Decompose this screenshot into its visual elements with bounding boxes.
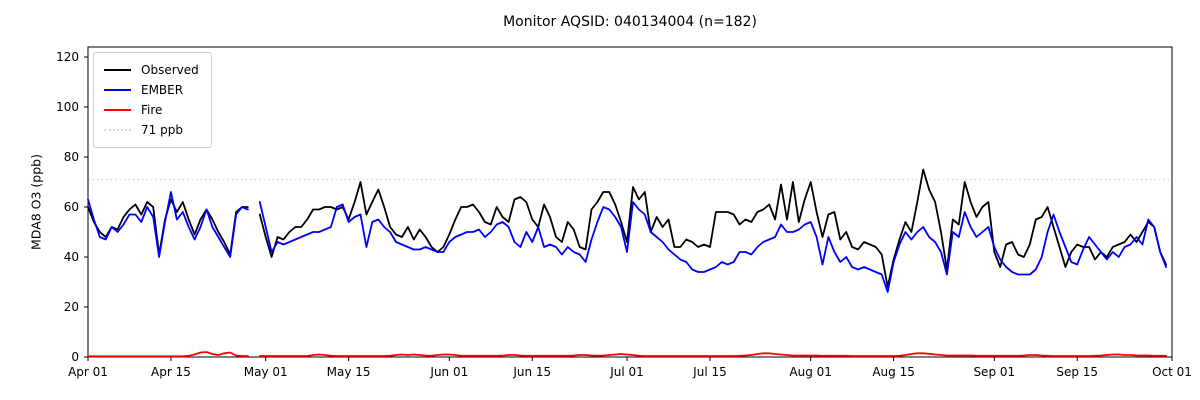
x-tick-label: Jun 15 (512, 365, 551, 379)
legend-item-ember: EMBER (104, 80, 199, 100)
fire-line-swatch (104, 109, 131, 111)
x-tick-label: Oct 01 (1152, 365, 1192, 379)
x-tick-label: May 01 (244, 365, 288, 379)
plot-border (87, 46, 1173, 358)
x-tick-label: Jul 01 (609, 365, 644, 379)
x-tick-label: Apr 01 (68, 365, 108, 379)
y-tick-label: 40 (64, 250, 79, 264)
ember-line-swatch (104, 89, 131, 91)
threshold-line-swatch (104, 129, 131, 131)
x-tick-label: May 15 (327, 365, 371, 379)
observed-line (258, 168, 1167, 288)
y-tick-label: 60 (64, 200, 79, 214)
legend: Observed EMBER Fire 71 ppb (93, 52, 212, 148)
x-tick-label: Sep 01 (973, 365, 1015, 379)
ember-line (258, 201, 1167, 293)
legend-item-fire: Fire (104, 100, 199, 120)
x-tick-label: Apr 15 (151, 365, 191, 379)
legend-label-threshold: 71 ppb (141, 123, 183, 137)
y-axis-label: MDA8 O3 (ppb) (28, 154, 44, 250)
x-tick-label: Aug 01 (789, 365, 832, 379)
y-tick-label: 100 (56, 100, 79, 114)
y-tick-label: 0 (71, 350, 79, 364)
y-tick-label: 20 (64, 300, 79, 314)
fire-line (87, 351, 249, 358)
legend-item-observed: Observed (104, 60, 199, 80)
fire-line (258, 352, 1167, 357)
legend-label-ember: EMBER (141, 83, 184, 97)
x-tick-label: Aug 15 (872, 365, 915, 379)
x-tick-label: Jun 01 (429, 365, 468, 379)
ember-line (87, 191, 249, 258)
observed-line-swatch (104, 69, 131, 71)
chart-title: Monitor AQSID: 040134004 (n=182) (503, 14, 757, 30)
legend-label-observed: Observed (141, 63, 199, 77)
legend-label-fire: Fire (141, 103, 163, 117)
y-tick-label: 120 (56, 50, 79, 64)
x-tick-label: Jul 15 (692, 365, 727, 379)
y-tick-label: 80 (64, 150, 79, 164)
x-tick-label: Sep 15 (1056, 365, 1098, 379)
legend-item-threshold: 71 ppb (104, 120, 199, 140)
